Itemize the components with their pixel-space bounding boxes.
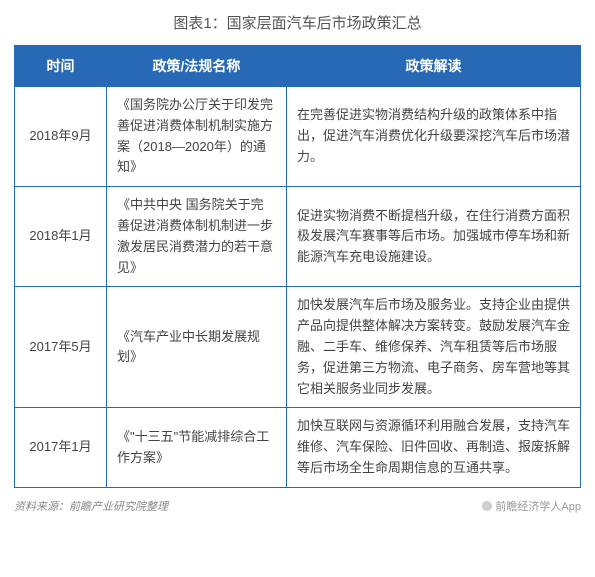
- col-header-time: 时间: [15, 46, 107, 87]
- table-row: 2017年1月 《"十三五"节能减排综合工作方案》 加快互联网与资源循环利用融合…: [15, 408, 581, 487]
- cell-name: 《汽车产业中长期发展规划》: [107, 287, 287, 408]
- header-row: 时间 政策/法规名称 政策解读: [15, 46, 581, 87]
- cell-name: 《中共中央 国务院关于完善促进消费体制机制进一步激发居民消费潜力的若干意见》: [107, 187, 287, 287]
- attribution: 前瞻经济学人App: [482, 498, 581, 514]
- col-header-name: 政策/法规名称: [107, 46, 287, 87]
- table-row: 2017年5月 《汽车产业中长期发展规划》 加快发展汽车后市场及服务业。支持企业…: [15, 287, 581, 408]
- cell-name: 《国务院办公厅关于印发完善促进消费体制机制实施方案（2018—2020年）的通知…: [107, 87, 287, 187]
- cell-name: 《"十三五"节能减排综合工作方案》: [107, 408, 287, 487]
- table-row: 2018年9月 《国务院办公厅关于印发完善促进消费体制机制实施方案（2018—2…: [15, 87, 581, 187]
- policy-table: 时间 政策/法规名称 政策解读 2018年9月 《国务院办公厅关于印发完善促进消…: [14, 45, 581, 488]
- col-header-desc: 政策解读: [287, 46, 581, 87]
- cell-time: 2018年9月: [15, 87, 107, 187]
- cell-desc: 促进实物消费不断提档升级，在住行消费方面积极发展汽车赛事等后市场。加强城市停车场…: [287, 187, 581, 287]
- footer: 资料来源：前瞻产业研究院整理 前瞻经济学人App: [14, 498, 581, 514]
- attribution-text: 前瞻经济学人App: [495, 498, 581, 514]
- cell-desc: 在完善促进实物消费结构升级的政策体系中指出，促进汽车消费优化升级要深挖汽车后市场…: [287, 87, 581, 187]
- table-row: 2018年1月 《中共中央 国务院关于完善促进消费体制机制进一步激发居民消费潜力…: [15, 187, 581, 287]
- cell-desc: 加快互联网与资源循环利用融合发展，支持汽车维修、汽车保险、旧件回收、再制造、报废…: [287, 408, 581, 487]
- cell-desc: 加快发展汽车后市场及服务业。支持企业由提供产品向提供整体解决方案转变。鼓励发展汽…: [287, 287, 581, 408]
- chart-title: 图表1：国家层面汽车后市场政策汇总: [14, 12, 581, 33]
- logo-icon: [482, 501, 492, 511]
- cell-time: 2017年5月: [15, 287, 107, 408]
- cell-time: 2017年1月: [15, 408, 107, 487]
- cell-time: 2018年1月: [15, 187, 107, 287]
- source-label: 资料来源：前瞻产业研究院整理: [14, 498, 168, 514]
